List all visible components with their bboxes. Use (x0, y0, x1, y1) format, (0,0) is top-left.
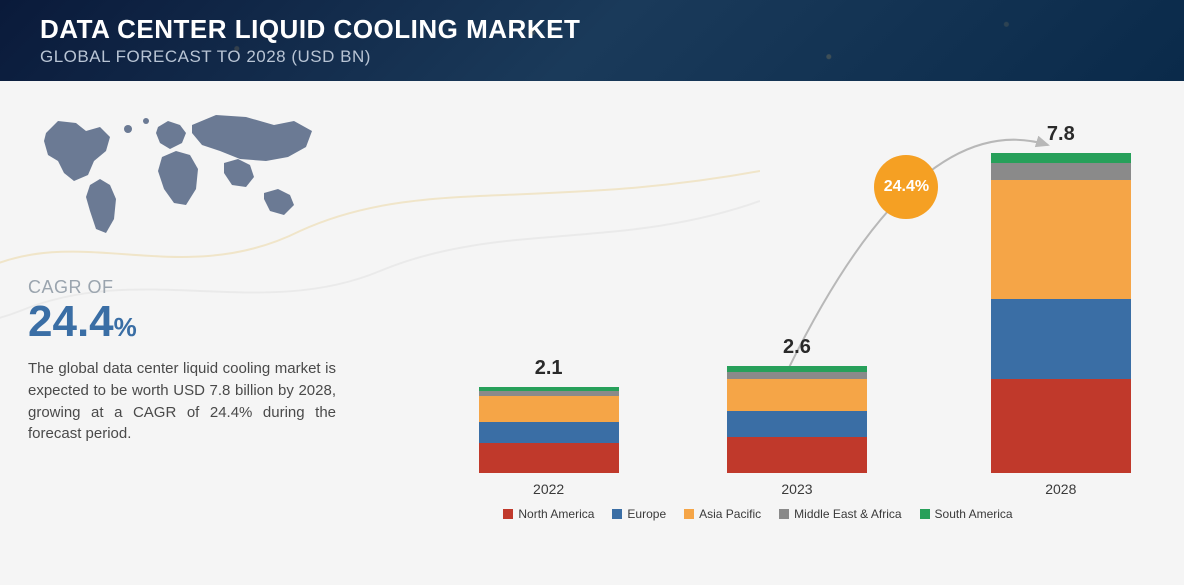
left-column: CAGR OF 24.4% The global data center liq… (28, 99, 336, 529)
cagr-label: CAGR OF (28, 277, 336, 298)
bar-total-label: 2.1 (479, 357, 619, 380)
cagr-number: 24.4 (28, 297, 114, 346)
legend-label: Europe (627, 507, 666, 521)
legend-swatch (612, 509, 622, 519)
bar-seg-middle-east-africa (991, 163, 1131, 179)
bar-2022: 2.12022 (479, 387, 619, 473)
header-subtitle: GLOBAL FORECAST TO 2028 (USD BN) (40, 47, 1144, 67)
legend-swatch (503, 509, 513, 519)
description-text: The global data center liquid cooling ma… (28, 358, 336, 445)
legend-item-europe: Europe (612, 507, 666, 521)
cagr-percent-sign: % (114, 312, 137, 342)
world-map-graphic (28, 99, 328, 249)
bar-2028: 7.82028 (991, 153, 1131, 473)
bar-category-label: 2028 (991, 481, 1131, 497)
content-area: CAGR OF 24.4% The global data center liq… (0, 81, 1184, 539)
bar-seg-north-america (479, 443, 619, 473)
bar-total-label: 2.6 (727, 336, 867, 359)
bar-seg-asia-pacific (991, 180, 1131, 299)
stacked-bar-chart: 2.120222.620237.8202824.4% North America… (360, 99, 1156, 529)
cagr-value: 24.4% (28, 300, 336, 344)
legend-swatch (920, 509, 930, 519)
legend-label: Middle East & Africa (794, 507, 901, 521)
header-title: DATA CENTER LIQUID COOLING MARKET (40, 14, 1144, 45)
right-column: 2.120222.620237.8202824.4% North America… (360, 99, 1156, 529)
bar-seg-europe (991, 299, 1131, 379)
legend-label: South America (935, 507, 1013, 521)
chart-plot-area: 2.12022 2.62023 7.82028 24.4% (370, 107, 1146, 473)
legend-item-north-america: North America (503, 507, 594, 521)
bar-category-label: 2023 (727, 481, 867, 497)
bar-seg-middle-east-africa (727, 372, 867, 379)
legend-item-middle-east-africa: Middle East & Africa (779, 507, 901, 521)
bar-seg-south-america (991, 153, 1131, 163)
legend-swatch (779, 509, 789, 519)
bar-seg-asia-pacific (727, 379, 867, 412)
legend-label: Asia Pacific (699, 507, 761, 521)
legend-item-south-america: South America (920, 507, 1013, 521)
bar-category-label: 2022 (479, 481, 619, 497)
bar-seg-europe (479, 422, 619, 443)
legend-label: North America (518, 507, 594, 521)
bar-seg-north-america (991, 379, 1131, 473)
bar-seg-north-america (727, 437, 867, 473)
legend-swatch (684, 509, 694, 519)
bar-total-label: 7.8 (991, 123, 1131, 146)
chart-legend: North America Europe Asia Pacific Middle Ea… (360, 507, 1156, 521)
bar-2023: 2.62023 (727, 366, 867, 473)
legend-item-asia-pacific: Asia Pacific (684, 507, 761, 521)
bar-seg-europe (727, 411, 867, 436)
page-header: DATA CENTER LIQUID COOLING MARKET GLOBAL… (0, 0, 1184, 81)
cagr-bubble: 24.4% (874, 155, 938, 219)
bar-seg-asia-pacific (479, 396, 619, 422)
